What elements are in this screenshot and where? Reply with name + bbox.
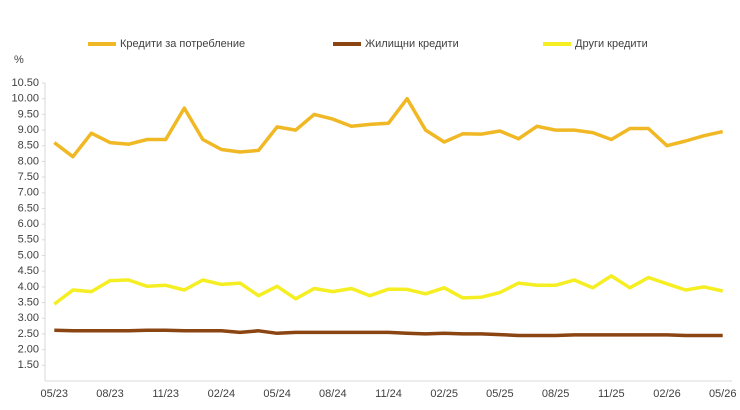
y-tick-label: 4.00	[18, 281, 39, 293]
y-axis-label: %	[14, 54, 24, 66]
y-tick-label: 8.50	[18, 140, 39, 152]
x-tick-label: 11/25	[598, 388, 625, 400]
legend-label: Кредити за потребление	[120, 38, 245, 50]
x-tick-label: 08/24	[319, 388, 347, 400]
x-tick-label: 05/23	[41, 388, 69, 400]
y-tick-label: 10.00	[11, 93, 39, 105]
x-tick-label: 05/26	[709, 388, 737, 400]
x-tick-label: 02/25	[430, 388, 458, 400]
x-tick-label: 11/23	[152, 388, 179, 400]
y-tick-label: 4.50	[18, 265, 39, 277]
x-tick-label: 08/23	[96, 388, 124, 400]
legend-label: Други кредити	[575, 38, 648, 50]
x-tick-label: 02/26	[653, 388, 681, 400]
x-tick-label: 05/24	[263, 388, 291, 400]
series-line	[53, 274, 724, 306]
y-tick-label: 5.00	[18, 249, 39, 261]
y-tick-label: 6.00	[18, 218, 39, 230]
y-tick-label: 6.50	[18, 202, 39, 214]
y-tick-label: 10.50	[11, 77, 39, 89]
y-tick-label: 3.00	[18, 312, 39, 324]
legend-label: Жилищни кредити	[365, 38, 459, 50]
y-tick-label: 2.50	[18, 328, 39, 340]
y-tick-label: 3.50	[18, 296, 39, 308]
y-tick-label: 8.00	[18, 155, 39, 167]
y-tick-label: 1.50	[18, 359, 39, 371]
x-tick-label: 08/25	[542, 388, 570, 400]
x-tick-label: 11/24	[375, 388, 402, 400]
y-tick-label: 5.50	[18, 234, 39, 246]
y-tick-label: 9.50	[18, 108, 39, 120]
series-line	[53, 96, 724, 159]
y-tick-label: 7.50	[18, 171, 39, 183]
y-tick-label: 2.00	[18, 344, 39, 356]
y-tick-label: 7.00	[18, 187, 39, 199]
x-tick-label: 05/25	[486, 388, 514, 400]
y-tick-label: 9.00	[18, 124, 39, 136]
x-tick-label: 02/24	[208, 388, 236, 400]
series-line	[54, 328, 723, 338]
